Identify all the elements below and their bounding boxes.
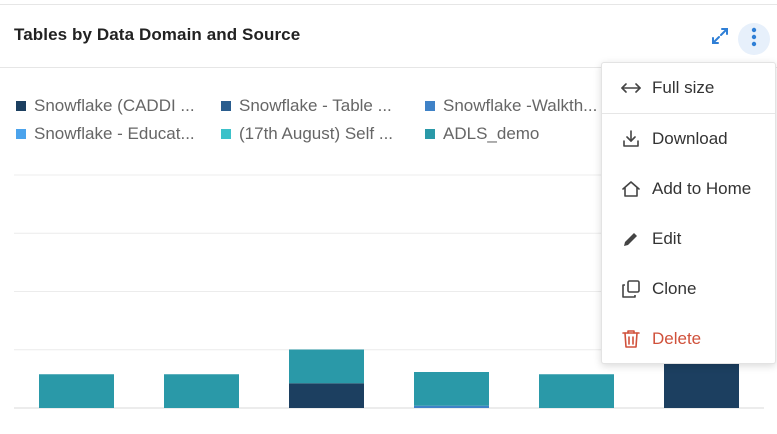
- menu-item-download[interactable]: Download: [602, 114, 775, 164]
- trash-icon: [620, 328, 642, 350]
- arrows-horizontal-icon: [620, 77, 642, 99]
- chart-plot: [0, 155, 777, 415]
- menu-item-full-size[interactable]: Full size: [602, 63, 775, 113]
- menu-item-edit[interactable]: Edit: [602, 214, 775, 264]
- legend-label: Snowflake (CADDI ...: [34, 96, 195, 115]
- menu-divider: [602, 113, 775, 114]
- legend-swatch: [16, 129, 26, 139]
- menu-item-add-to-home[interactable]: Add to Home: [602, 164, 775, 214]
- home-icon: [620, 178, 642, 200]
- chart-bar[interactable]: [664, 363, 739, 408]
- menu-item-label: Download: [652, 129, 728, 148]
- legend-item[interactable]: Snowflake -Walkth...: [425, 95, 597, 117]
- legend-label: (17th August) Self ...: [239, 124, 394, 143]
- card-title: Tables by Data Domain and Source: [14, 25, 301, 44]
- menu-item-clone[interactable]: Clone: [602, 264, 775, 314]
- chart-bar[interactable]: [289, 383, 364, 408]
- legend-swatch: [425, 129, 435, 139]
- legend-swatch: [221, 101, 231, 111]
- chart-card: Tables by Data Domain and Source: [0, 4, 777, 434]
- chart-bar[interactable]: [39, 374, 114, 408]
- menu-item-label: Clone: [652, 279, 697, 298]
- menu-item-label: Delete: [652, 329, 702, 348]
- chart-svg: [14, 174, 764, 409]
- more-vertical-icon: [751, 27, 757, 52]
- menu-item-label: Full size: [652, 78, 715, 97]
- menu-item-delete[interactable]: Delete: [602, 314, 775, 364]
- legend-item[interactable]: Snowflake - Educat...: [16, 123, 195, 145]
- legend-swatch: [16, 101, 26, 111]
- clone-icon: [620, 278, 642, 300]
- pencil-icon: [620, 228, 642, 250]
- chart-bar[interactable]: [164, 374, 239, 408]
- legend-swatch: [425, 101, 435, 111]
- legend-label: Snowflake -Walkth...: [443, 96, 598, 115]
- card-header: Tables by Data Domain and Source: [0, 5, 777, 68]
- legend-item[interactable]: ADLS_demo: [425, 123, 539, 145]
- legend-item[interactable]: (17th August) Self ...: [221, 123, 393, 145]
- expand-button[interactable]: [705, 23, 735, 53]
- menu-item-label: Edit: [652, 229, 682, 248]
- legend-label: ADLS_demo: [443, 124, 540, 143]
- legend-item[interactable]: Snowflake (CADDI ...: [16, 95, 195, 117]
- chart-bar[interactable]: [414, 372, 489, 406]
- download-icon: [620, 128, 642, 150]
- legend-label: Snowflake - Table ...: [239, 96, 392, 115]
- more-options-button[interactable]: [738, 23, 770, 55]
- legend-label: Snowflake - Educat...: [34, 124, 195, 143]
- menu-item-label: Add to Home: [652, 179, 752, 198]
- chart-bar[interactable]: [414, 405, 489, 408]
- chart-bar[interactable]: [539, 374, 614, 408]
- chart-bar[interactable]: [289, 349, 364, 384]
- legend-swatch: [221, 129, 231, 139]
- options-menu: Full size Download: [601, 62, 776, 364]
- legend-item[interactable]: Snowflake - Table ...: [221, 95, 392, 117]
- expand-icon: [710, 26, 730, 51]
